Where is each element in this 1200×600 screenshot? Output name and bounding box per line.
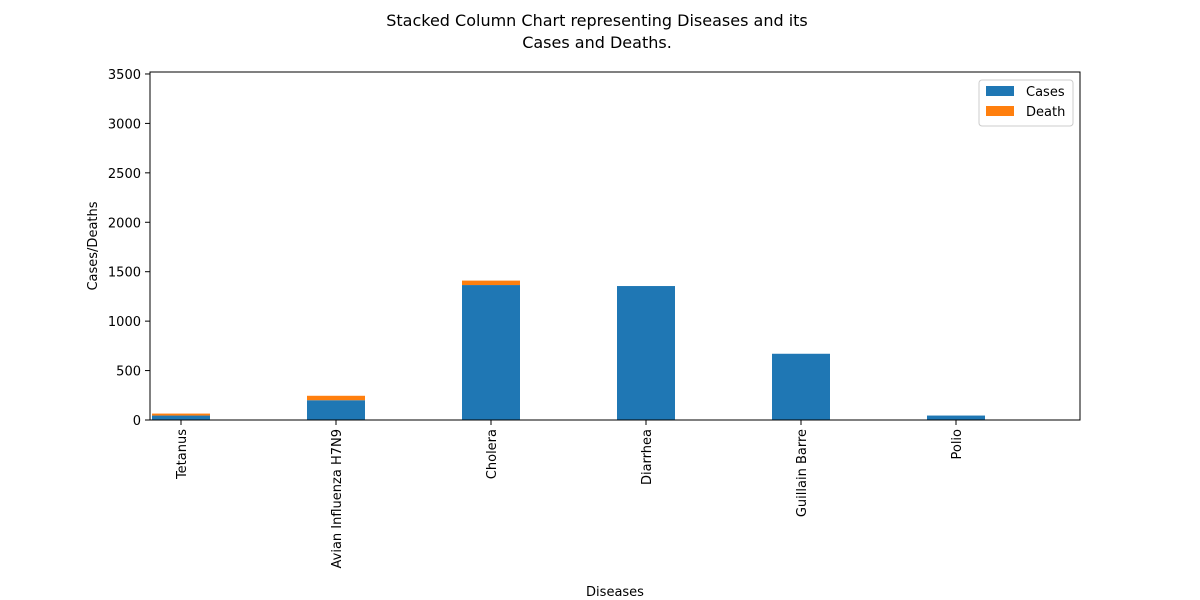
bars-layer <box>152 280 985 420</box>
plot-frame <box>149 71 1081 421</box>
x-tick-label: Tetanus <box>175 429 190 480</box>
bar-cases-diarrhea <box>617 286 675 420</box>
y-tick-label: 2500 <box>108 167 141 182</box>
y-tick-label: 3000 <box>108 117 141 132</box>
legend-swatch-cases <box>986 86 1014 96</box>
y-tick-label: 1500 <box>108 266 141 281</box>
bar-cases-avian-influenza-h7n9 <box>307 400 365 420</box>
bar-cases-polio <box>927 415 985 420</box>
x-axis-label: Diseases <box>586 585 644 600</box>
bar-death-cholera <box>462 280 520 286</box>
bar-cases-guillain-barre <box>772 353 830 420</box>
y-axis-label: Cases/Deaths <box>86 201 101 290</box>
bar-cases-tetanus <box>152 415 210 420</box>
chart-title-line-1: Stacked Column Chart representing Diseas… <box>386 11 808 30</box>
legend: Cases Death <box>978 79 1074 127</box>
x-tick-label: Polio <box>950 429 965 460</box>
x-tick-label: Diarrhea <box>640 429 655 485</box>
y-tick-label: 1000 <box>108 315 141 330</box>
legend-label-cases: Cases <box>1026 85 1065 100</box>
y-axis: 0 500 1000 1500 2000 2500 3000 3500 <box>108 68 150 429</box>
bar-death-tetanus <box>152 413 210 416</box>
legend-swatch-death <box>986 106 1014 116</box>
y-tick-label: 2000 <box>108 216 141 231</box>
bar-cases-cholera <box>462 285 520 420</box>
bar-death-avian-influenza-h7n9 <box>307 395 365 401</box>
chart-title-line-2: Cases and Deaths. <box>522 33 672 52</box>
x-tick-label: Guillain Barre <box>795 429 810 517</box>
y-tick-label: 500 <box>116 365 141 380</box>
y-tick-label: 0 <box>133 414 141 429</box>
x-tick-label: Cholera <box>485 429 500 479</box>
legend-label-death: Death <box>1026 105 1065 120</box>
y-tick-label: 3500 <box>108 68 141 83</box>
x-axis: Tetanus Avian Influenza H7N9 Cholera Diarrh… <box>175 420 965 568</box>
x-tick-label: Avian Influenza H7N9 <box>330 429 345 568</box>
